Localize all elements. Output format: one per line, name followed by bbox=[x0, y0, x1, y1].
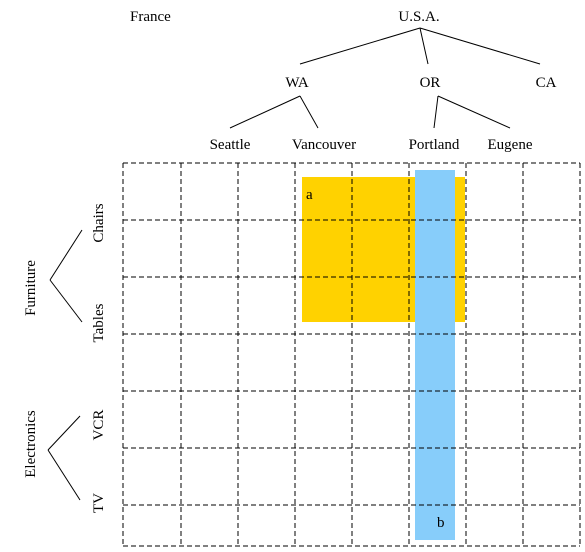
label-vancouver: Vancouver bbox=[292, 137, 356, 153]
label-tv: TV bbox=[91, 493, 107, 513]
label-portland: Portland bbox=[409, 137, 460, 153]
label-or: OR bbox=[420, 75, 441, 91]
label-furniture: Furniture bbox=[23, 260, 39, 316]
label-seattle: Seattle bbox=[210, 137, 251, 153]
region-b bbox=[415, 170, 455, 540]
label-wa: WA bbox=[285, 75, 308, 91]
label-vcr: VCR bbox=[91, 410, 107, 441]
label-usa: U.S.A. bbox=[398, 9, 439, 25]
product-tree bbox=[47, 229, 83, 501]
grid bbox=[122, 162, 581, 547]
region-b-label: b bbox=[437, 515, 445, 531]
label-tables: Tables bbox=[91, 303, 107, 342]
label-chairs: Chairs bbox=[91, 203, 107, 242]
region-a-label: a bbox=[306, 187, 313, 203]
location-tree bbox=[229, 27, 541, 129]
label-eugene: Eugene bbox=[488, 137, 533, 153]
label-ca: CA bbox=[536, 75, 557, 91]
label-electronics: Electronics bbox=[23, 410, 39, 478]
label-france: France bbox=[130, 9, 171, 25]
